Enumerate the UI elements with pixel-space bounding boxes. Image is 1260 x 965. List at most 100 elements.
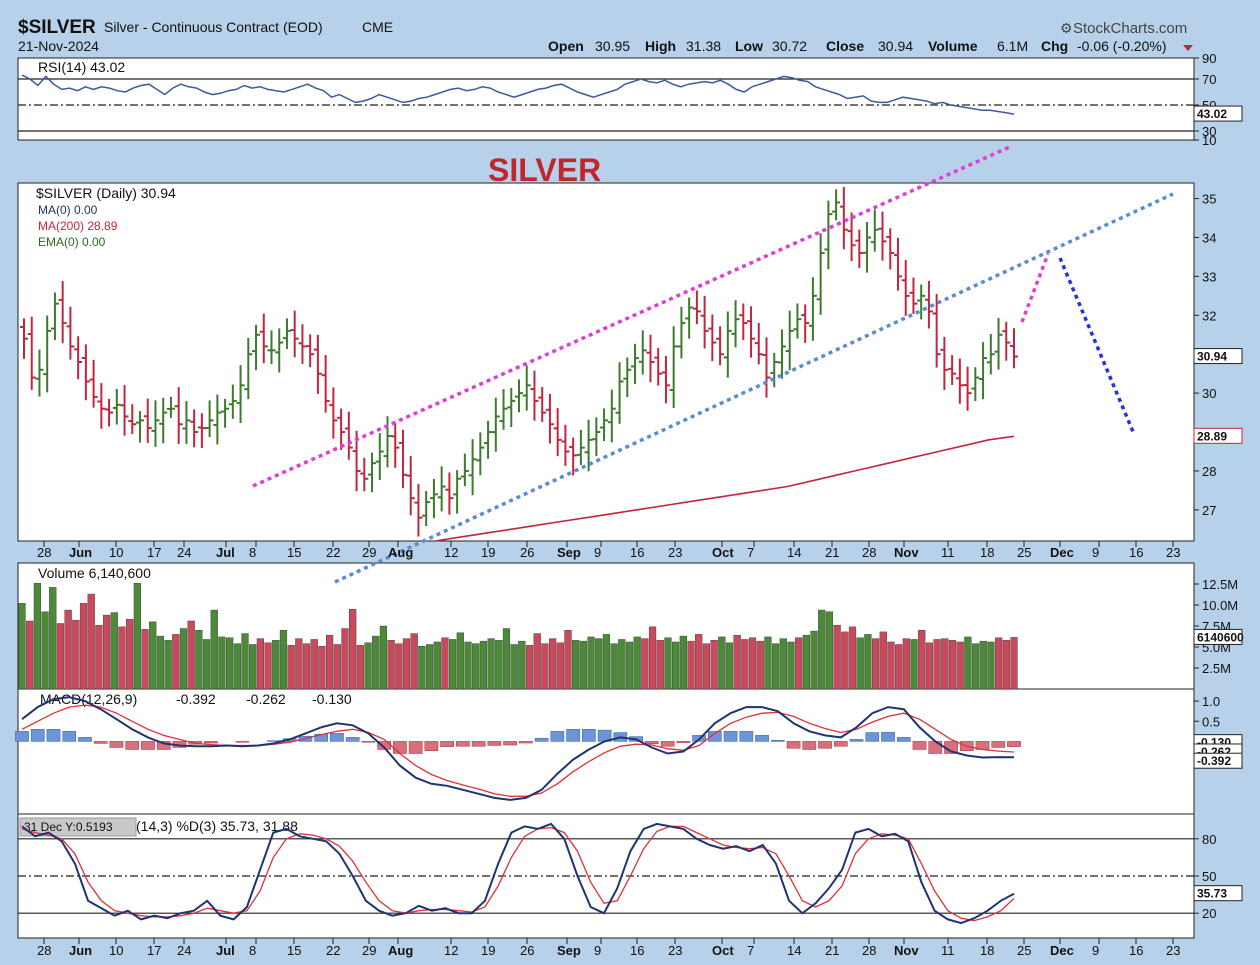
price-ytick-35-label: 35 [1202, 192, 1216, 207]
x-label-bottom: 25 [1017, 943, 1031, 958]
volume-ytick-10.0M-label: 10.0M [1202, 598, 1238, 613]
price-last-value-box [1193, 348, 1243, 365]
volume-bar [595, 638, 603, 690]
volume-bar [441, 637, 449, 690]
macd-histogram-bar [141, 741, 155, 750]
ma200-last-value: 28.89 [1197, 429, 1227, 443]
macd-histogram-bar [833, 741, 848, 747]
volume-bar [295, 638, 303, 690]
x-label-price: 11 [941, 545, 955, 560]
volume-bar [779, 638, 787, 690]
macd-histogram-bar [566, 729, 580, 742]
macd-histogram-bar [125, 741, 140, 750]
price-ytick-28-label: 28 [1202, 464, 1216, 479]
macd-histogram-bar [723, 731, 738, 742]
volume-bar [841, 631, 849, 690]
x-axis-layer: 28 28 Jun Jun 10 10 17 17 24 24 Jul Jul 8 8 15 15 22 22 29… [37, 541, 1180, 958]
volume-bar [179, 628, 188, 690]
macd-histogram-bar [345, 737, 360, 742]
rsi-ytick-30-label: 30 [1202, 124, 1216, 139]
volume-bar [402, 638, 411, 690]
x-label-bottom: Jun [69, 943, 92, 958]
volume-bar [410, 633, 418, 690]
volume-bar [249, 644, 257, 690]
x-label-bottom: 22 [326, 943, 340, 958]
volume-bar [310, 639, 318, 690]
macd-histogram-bar [471, 741, 486, 747]
macd-histogram-bar [849, 739, 864, 742]
price-ytick-27-label: 27 [1202, 503, 1216, 518]
x-label-price: Jul [216, 545, 235, 560]
volume-bar [795, 637, 803, 690]
volume-bar [502, 628, 511, 690]
ema0-legend: EMA(0) 0.00 [38, 235, 106, 249]
x-label-bottom: Aug [388, 943, 413, 958]
volume-label: Volume [928, 38, 978, 54]
volume-bar [433, 641, 441, 690]
rsi-line [21, 74, 1015, 115]
price-panel [17, 182, 1195, 542]
volume-bar [495, 640, 503, 690]
volume-bar [64, 609, 72, 690]
volume-bar [149, 621, 157, 690]
macd-histogram-bar [424, 741, 439, 751]
volume-bar [687, 640, 695, 690]
x-label-bottom: 19 [481, 943, 495, 958]
volume-bar [356, 645, 364, 690]
x-label-price: 28 [862, 545, 876, 560]
ohlc-row: Open 30.95 High 31.38 Low 30.72 Close 30… [548, 38, 1193, 54]
volume-bar [818, 609, 826, 690]
crosshair-tooltip: 31 Dec Y:0.5193 [24, 820, 113, 834]
volume-bar [233, 643, 241, 690]
x-label-price: 28 [37, 545, 51, 560]
volume-bar [525, 645, 534, 690]
volume-bar [141, 629, 149, 690]
volume-bar [941, 638, 949, 690]
macd-histogram-bar [503, 741, 517, 746]
x-label-price: 22 [326, 545, 340, 560]
macd-histogram-bar [660, 741, 675, 747]
stoch-d-line [21, 825, 1015, 922]
macd-histogram-bar [739, 731, 754, 742]
macd-histogram-bar [802, 741, 817, 750]
price-last-value: 30.94 [1197, 350, 1227, 364]
volume-bar [325, 635, 334, 690]
rsi-legend: RSI(14) 43.02 [38, 59, 125, 75]
macd-histogram-bar [770, 739, 785, 742]
volume-bar [364, 642, 372, 690]
volume-bar [871, 638, 880, 690]
volume-ytick-2.5M-label: 2.5M [1202, 661, 1231, 676]
rsi-ytick-10-label: 10 [1202, 133, 1216, 148]
chg-value: -0.06 (-0.20%) [1077, 38, 1166, 54]
volume-bar [118, 626, 126, 690]
volume-bar [349, 609, 357, 690]
volume-bar [887, 641, 895, 690]
volume-bar [395, 643, 403, 690]
volume-bar [487, 638, 495, 690]
volume-bar [256, 638, 264, 690]
macd-line [21, 696, 1015, 801]
macd-histogram-bar [456, 741, 470, 747]
volume-bar [825, 611, 834, 690]
volume-bar [164, 640, 172, 690]
volume-bar [856, 637, 864, 690]
legends: RSI(14) 43.02 $SILVER (Daily) 30.94 MA(0… [19, 59, 352, 837]
volume-bar [456, 632, 464, 690]
x-label-price: Sep [557, 545, 581, 560]
macd-histogram-bar [393, 741, 407, 754]
grid-layer [18, 78, 1194, 914]
x-label-price: 10 [109, 545, 123, 560]
macd-histogram-bar [534, 737, 549, 742]
x-label-bottom: Dec [1050, 943, 1074, 958]
volume-bar [226, 637, 234, 690]
rsi-last-value-box [1193, 105, 1243, 122]
x-label-price: Aug [388, 545, 413, 560]
volume-bar [648, 626, 657, 690]
volume-bar [464, 641, 472, 690]
macd-last-value-2: -0.392 [1197, 754, 1231, 768]
x-label-bottom: 12 [444, 943, 458, 958]
volume-bar [910, 639, 918, 690]
pink-upper-trendline [252, 144, 1013, 488]
